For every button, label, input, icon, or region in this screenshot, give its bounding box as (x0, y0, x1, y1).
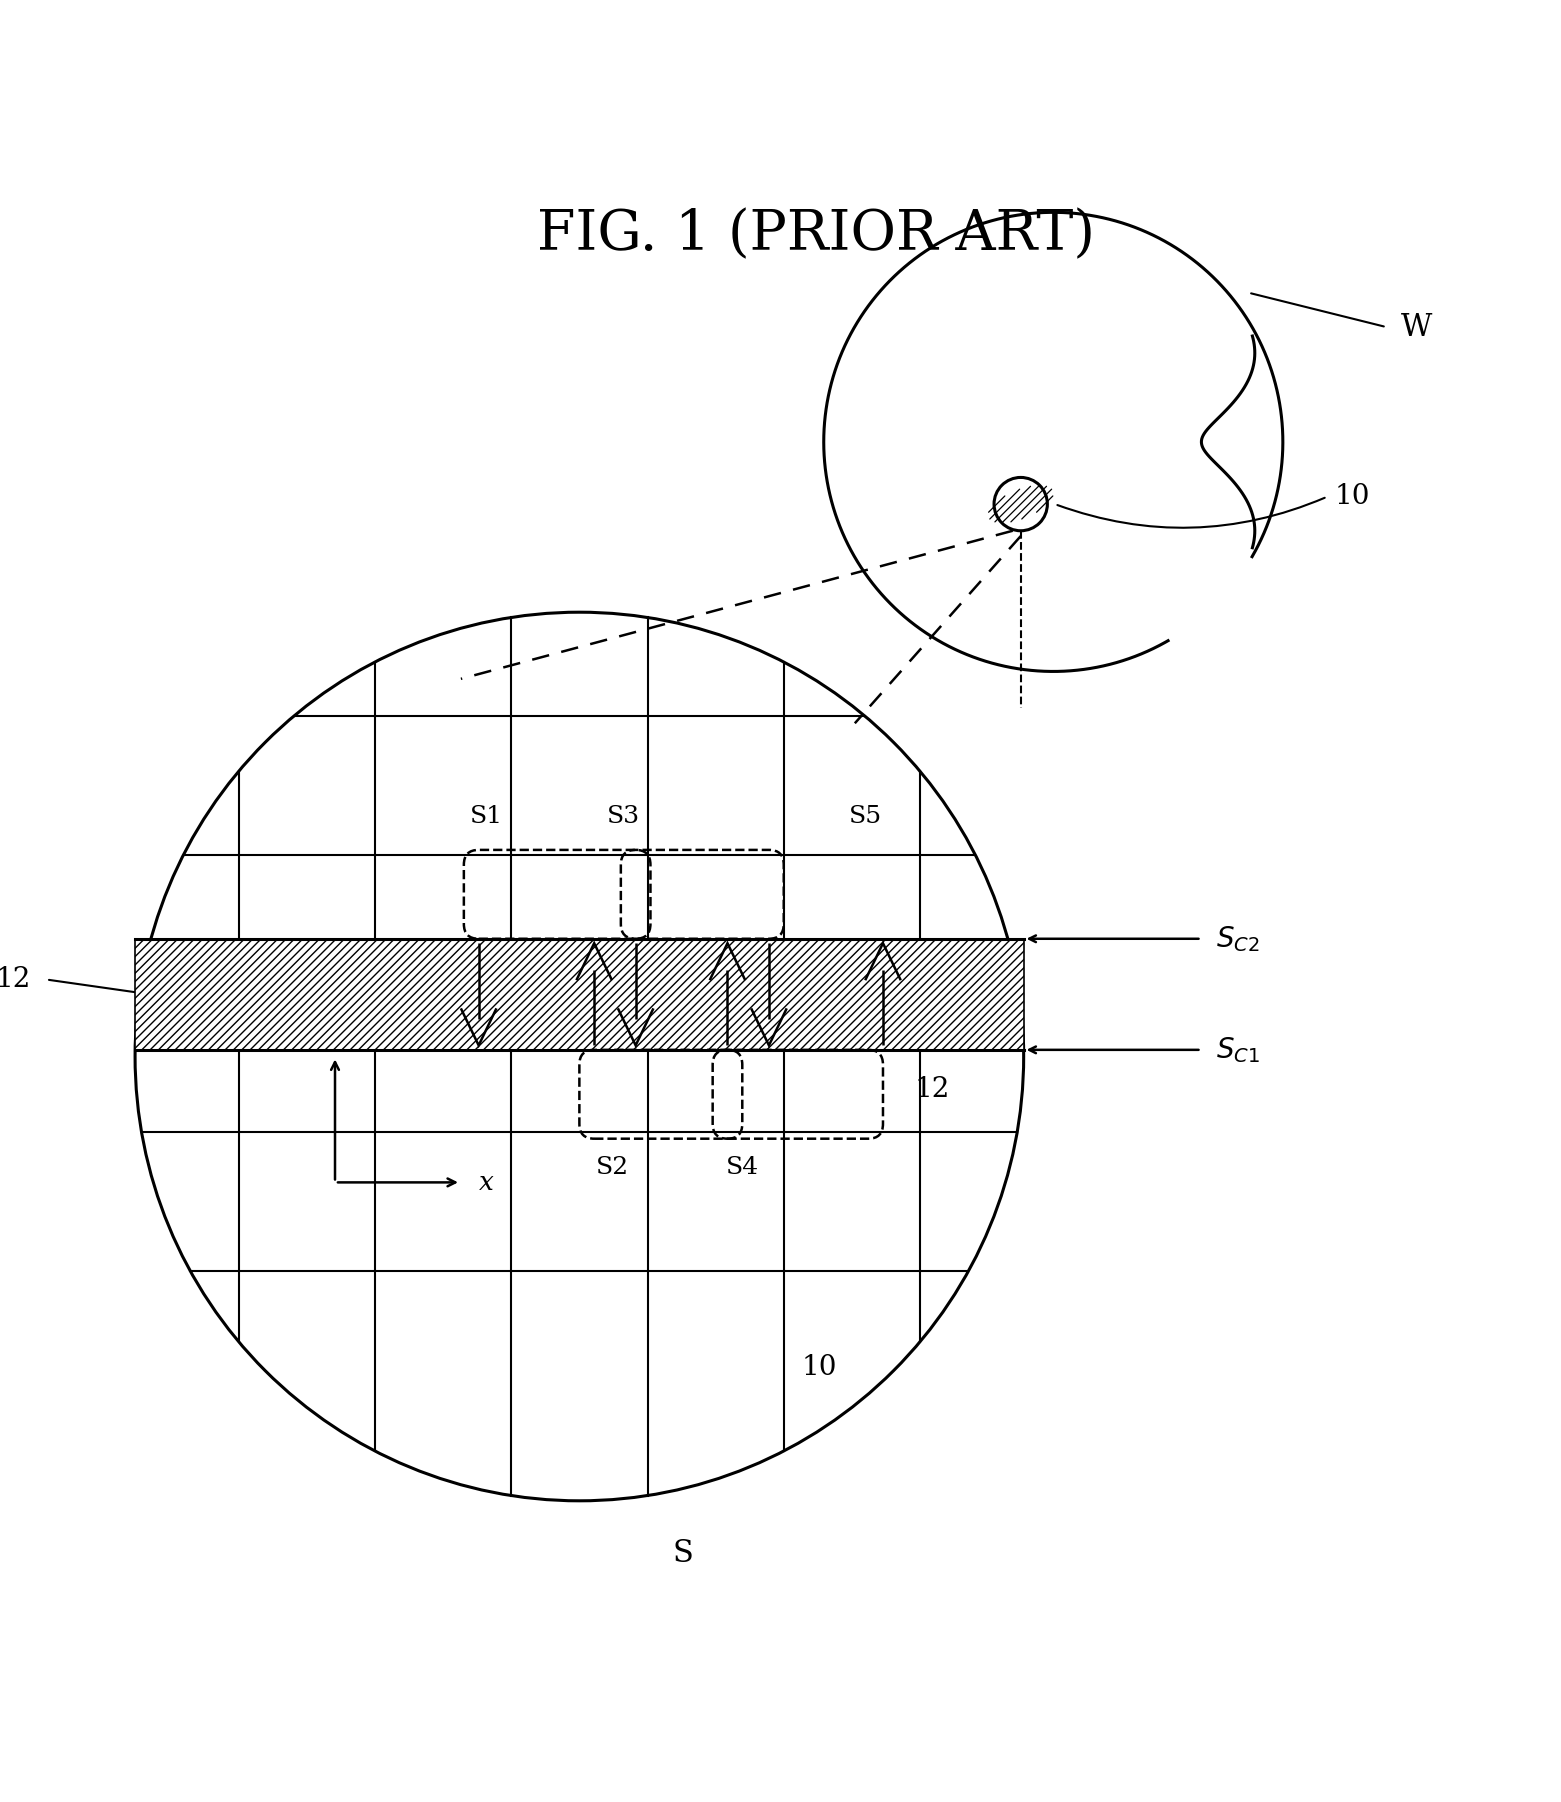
Text: x: x (479, 1169, 493, 1195)
Text: 10: 10 (801, 1353, 837, 1380)
Text: 12: 12 (915, 1076, 949, 1103)
Text: S4: S4 (726, 1157, 759, 1180)
Text: S2: S2 (595, 1157, 629, 1180)
Text: FIG. 1 (PRIOR ART): FIG. 1 (PRIOR ART) (537, 207, 1096, 263)
Text: y: y (320, 1015, 336, 1038)
Polygon shape (136, 939, 1024, 1051)
Text: 12: 12 (0, 966, 31, 993)
Text: S1: S1 (470, 805, 503, 827)
Text: S3: S3 (607, 805, 640, 827)
Text: $S_{C2}$: $S_{C2}$ (1216, 924, 1260, 953)
Text: W: W (1402, 312, 1433, 342)
Text: S: S (673, 1537, 693, 1570)
Text: $S_{C1}$: $S_{C1}$ (1216, 1034, 1260, 1065)
Text: 10: 10 (1335, 483, 1371, 510)
Circle shape (994, 478, 1047, 532)
Text: S5: S5 (849, 805, 882, 827)
